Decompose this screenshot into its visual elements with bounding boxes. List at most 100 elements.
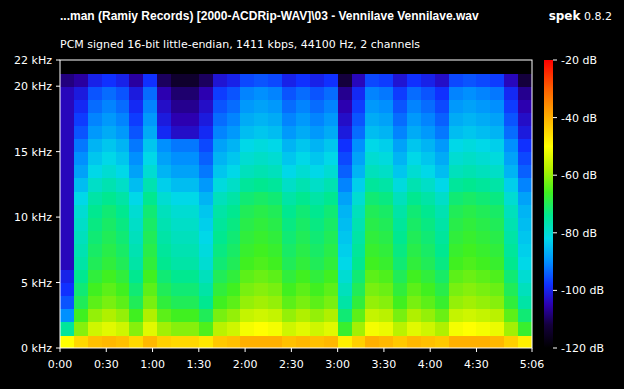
cell xyxy=(504,60,518,74)
cell xyxy=(324,165,338,179)
cell xyxy=(102,322,116,336)
cell xyxy=(116,165,130,179)
cell xyxy=(421,269,435,283)
cell xyxy=(129,191,143,205)
cell xyxy=(490,152,504,166)
cell xyxy=(421,217,435,231)
cell xyxy=(60,204,74,218)
cell xyxy=(60,60,74,74)
cell xyxy=(504,335,518,348)
cell xyxy=(74,112,88,126)
cell xyxy=(421,335,435,348)
cell xyxy=(185,165,199,179)
cell xyxy=(240,112,254,126)
cell xyxy=(199,217,213,231)
cell xyxy=(407,112,421,126)
x-tick xyxy=(106,348,107,352)
cell xyxy=(518,243,532,257)
cell xyxy=(296,60,310,74)
cell xyxy=(393,256,407,270)
cell xyxy=(393,191,407,205)
cell xyxy=(143,296,157,310)
cell xyxy=(157,204,171,218)
cell xyxy=(185,99,199,113)
y-tick-label: 5 kHz xyxy=(21,277,52,290)
cell xyxy=(490,73,504,87)
cell xyxy=(310,125,324,139)
cell xyxy=(393,204,407,218)
cell xyxy=(449,112,463,126)
cell xyxy=(268,165,282,179)
cell xyxy=(227,230,241,244)
x-tick-label: 5:06 xyxy=(520,358,545,371)
cell xyxy=(157,243,171,257)
cell xyxy=(240,60,254,74)
cell xyxy=(421,165,435,179)
cell xyxy=(129,204,143,218)
cell xyxy=(254,204,268,218)
cell xyxy=(240,125,254,139)
cell xyxy=(116,99,130,113)
cell xyxy=(338,152,352,166)
cell xyxy=(240,86,254,100)
cell xyxy=(407,243,421,257)
cell xyxy=(518,204,532,218)
cell xyxy=(449,256,463,270)
cell xyxy=(379,165,393,179)
cell xyxy=(254,73,268,87)
cell xyxy=(171,322,185,336)
cell xyxy=(338,243,352,257)
cell xyxy=(518,73,532,87)
cell xyxy=(268,73,282,87)
cell xyxy=(421,125,435,139)
cell xyxy=(282,191,296,205)
cell xyxy=(518,256,532,270)
cell xyxy=(421,60,435,74)
cell xyxy=(352,178,366,192)
y-tick xyxy=(56,348,60,349)
cell xyxy=(463,309,477,323)
cell xyxy=(476,217,490,231)
cell xyxy=(379,112,393,126)
cell xyxy=(352,217,366,231)
cell xyxy=(254,139,268,153)
cell xyxy=(116,243,130,257)
cell xyxy=(129,296,143,310)
cell xyxy=(254,191,268,205)
cell xyxy=(102,217,116,231)
cell xyxy=(116,269,130,283)
cell xyxy=(352,125,366,139)
cell xyxy=(365,217,379,231)
cell xyxy=(60,125,74,139)
cell xyxy=(393,139,407,153)
cell xyxy=(476,73,490,87)
cell xyxy=(518,86,532,100)
cell xyxy=(463,335,477,348)
cell xyxy=(407,165,421,179)
cell xyxy=(324,191,338,205)
cell xyxy=(157,125,171,139)
cell xyxy=(157,165,171,179)
cell xyxy=(338,204,352,218)
cell xyxy=(435,335,449,348)
cell xyxy=(199,112,213,126)
cell xyxy=(407,86,421,100)
cell xyxy=(379,256,393,270)
cell xyxy=(365,99,379,113)
cell xyxy=(476,86,490,100)
cell xyxy=(352,86,366,100)
cell xyxy=(518,322,532,336)
cell xyxy=(338,309,352,323)
cell xyxy=(365,73,379,87)
cell xyxy=(296,178,310,192)
cell xyxy=(88,269,102,283)
cell xyxy=(310,230,324,244)
cell xyxy=(143,73,157,87)
cell xyxy=(435,296,449,310)
cell xyxy=(518,60,532,74)
cell xyxy=(504,165,518,179)
cell xyxy=(352,296,366,310)
cell xyxy=(324,178,338,192)
x-tick-label: 2:00 xyxy=(233,358,258,371)
cell xyxy=(102,204,116,218)
